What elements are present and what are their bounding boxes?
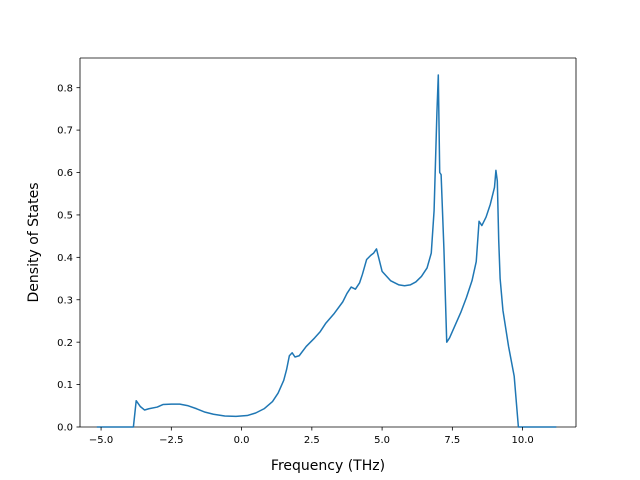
y-tick-label: 0.6 [57, 168, 73, 179]
plot-background [80, 58, 576, 427]
x-axis-title: Frequency (THz) [271, 458, 385, 474]
x-tick-label: 10.0 [511, 435, 533, 446]
x-axis: −5.0 −2.5 0.0 2.5 5.0 7.5 10.0 [89, 427, 534, 446]
y-axis-title: Density of States [26, 183, 42, 303]
y-tick-label: 0.3 [57, 295, 73, 306]
y-tick-label: 0.4 [57, 253, 73, 264]
y-tick-label: 0.8 [57, 83, 73, 94]
x-tick-label: 5.0 [374, 435, 390, 446]
y-tick-label: 0.5 [57, 211, 73, 222]
y-axis: 0.0 0.1 0.2 0.3 0.4 0.5 0.6 0.7 0.8 [57, 83, 80, 434]
x-tick-label: −2.5 [159, 435, 183, 446]
x-tick-label: −5.0 [89, 435, 113, 446]
series-line-0 [96, 74, 557, 428]
x-tick-label: 2.5 [304, 435, 320, 446]
y-tick-label: 0.1 [57, 380, 73, 391]
x-tick-label: 0.0 [234, 435, 250, 446]
y-tick-label: 0.0 [57, 423, 73, 434]
x-tick-label: 7.5 [444, 435, 460, 446]
series-layer [96, 74, 557, 428]
y-tick-label: 0.2 [57, 338, 73, 349]
y-tick-label: 0.7 [57, 126, 73, 137]
plot-area [79, 57, 577, 428]
